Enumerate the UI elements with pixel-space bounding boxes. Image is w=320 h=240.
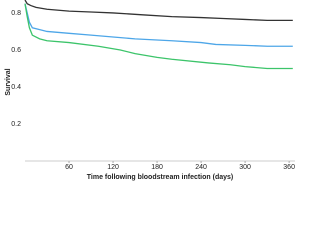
x-tick-label: 360 [283, 164, 295, 171]
y-tick-label: 0.6 [11, 47, 21, 54]
x-tick-label: 120 [107, 164, 119, 171]
survival-line [24, 3, 293, 70]
y-tick-label: 0.2 [11, 121, 21, 128]
x-tick-label: 60 [65, 164, 73, 171]
survival-line [24, 0, 293, 22]
x-tick-label: 240 [195, 164, 207, 171]
chart: Survival Time following bloodstream infe… [5, 0, 295, 181]
x-tick-label: 300 [239, 164, 251, 171]
x-tick-label: 180 [151, 164, 163, 171]
y-tick-label: 0.4 [11, 84, 21, 91]
y-axis-label: Survival [5, 68, 12, 95]
x-axis-label: Time following bloodstream infection (da… [87, 174, 234, 181]
y-tick-label: 0.8 [11, 10, 21, 17]
survival-line [24, 3, 293, 47]
